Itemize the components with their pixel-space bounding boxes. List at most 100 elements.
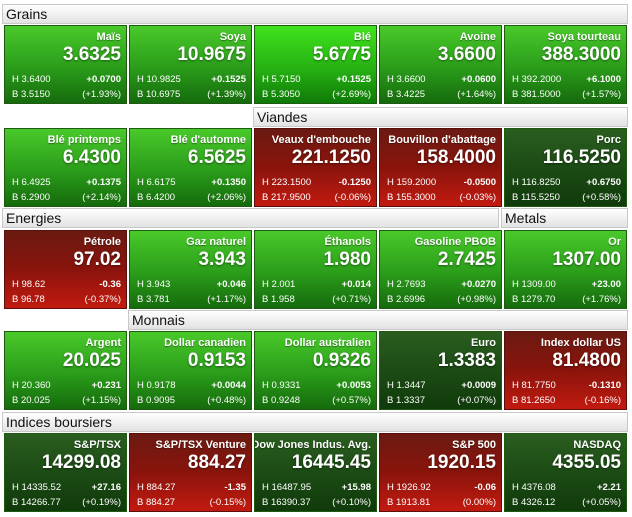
tile-bouvillon-abattage[interactable]: Bouvillon d'abattage 158.4000 H 159.2000… xyxy=(379,128,502,207)
tile-ble-automne[interactable]: Blé d'automne 6.5625 H 6.6175 B 6.4200 +… xyxy=(129,128,252,207)
tile-low: B 2.6996 xyxy=(387,294,426,305)
tile-index-dollar-us[interactable]: Index dollar US 81.4800 H 81.7750 B 81.2… xyxy=(504,331,627,410)
tile-or[interactable]: Or 1307.00 H 1309.00 B 1279.70 +23.00 (+… xyxy=(504,230,627,309)
tile-sp-tsx-venture[interactable]: S&P/TSX Venture 884.27 H 884.27 B 884.27… xyxy=(129,433,252,512)
tile-high: H 6.6175 xyxy=(137,177,176,188)
tile-price: 158.4000 xyxy=(416,147,496,168)
tile-price: 3.6600 xyxy=(437,44,496,65)
tile-petrole[interactable]: Pétrole 97.02 H 98.62 B 96.78 -0.36 (-0.… xyxy=(4,230,127,309)
tile-price: 1.3383 xyxy=(437,350,496,371)
tile-low: B 20.025 xyxy=(12,395,51,406)
tile-percent: (+0.19%) xyxy=(82,497,121,508)
tile-low: B 16390.37 xyxy=(262,497,311,508)
tile-high: H 20.360 xyxy=(12,380,51,391)
tile-percent: (+0.98%) xyxy=(457,294,496,305)
tile-name: S&P/TSX xyxy=(73,439,121,451)
tile-high: H 0.9178 xyxy=(137,380,176,391)
tile-sp-tsx[interactable]: S&P/TSX 14299.08 H 14335.52 B 14266.77 +… xyxy=(4,433,127,512)
tile-price: 6.5625 xyxy=(187,147,246,168)
tile-low: B 3.5150 xyxy=(12,89,51,100)
tile-percent: (-0.06%) xyxy=(334,192,371,203)
tile-price: 388.3000 xyxy=(541,44,621,65)
tile-change: +0.014 xyxy=(341,279,371,290)
tile-name: Index dollar US xyxy=(540,337,621,349)
tile-low: B 10.6975 xyxy=(137,89,181,100)
tile-high: H 10.9825 xyxy=(137,74,181,85)
tile-name: Blé xyxy=(353,31,371,43)
tile-percent: (+0.05%) xyxy=(582,497,621,508)
tile-price: 3.6325 xyxy=(62,44,121,65)
tile-soya-tourteau[interactable]: Soya tourteau 388.3000 H 392.2000 B 381.… xyxy=(504,25,627,104)
tile-low: B 1.3337 xyxy=(387,395,426,406)
tile-low: B 81.2650 xyxy=(512,395,556,406)
tile-price: 1920.15 xyxy=(427,452,496,473)
tile-porc[interactable]: Porc 116.5250 H 116.8250 B 115.5250 +0.6… xyxy=(504,128,627,207)
tile-high: H 0.9331 xyxy=(262,380,301,391)
tile-name: NASDAQ xyxy=(573,439,621,451)
tile-percent: (+0.48%) xyxy=(207,395,246,406)
tile-sp-500[interactable]: S&P 500 1920.15 H 1926.92 B 1913.81 -0.0… xyxy=(379,433,502,512)
tile-name: Dow Jones Indus. Avg. xyxy=(254,439,371,451)
tile-gaz-naturel[interactable]: Gaz naturel 3.943 H 3.943 B 3.781 +0.046… xyxy=(129,230,252,309)
tile-percent: (-0.03%) xyxy=(459,192,496,203)
tile-change: +0.1375 xyxy=(86,177,121,188)
tile-gasoline-pbob[interactable]: Gasoline PBOB 2.7425 H 2.7693 B 2.6996 +… xyxy=(379,230,502,309)
tile-veaux-embouche[interactable]: Veaux d'embouche 221.1250 H 223.1500 B 2… xyxy=(254,128,377,207)
tile-name: Blé printemps xyxy=(47,134,121,146)
tile-euro[interactable]: Euro 1.3383 H 1.3447 B 1.3337 +0.0009 (+… xyxy=(379,331,502,410)
tile-high: H 3.943 xyxy=(137,279,171,290)
tile-price: 6.4300 xyxy=(62,147,121,168)
tile-change: +0.0270 xyxy=(461,279,496,290)
tile-dollar-canadien[interactable]: Dollar canadien 0.9153 H 0.9178 B 0.9095… xyxy=(129,331,252,410)
section-header-metals: Metals xyxy=(501,208,628,228)
tile-low: B 3.4225 xyxy=(387,89,426,100)
tile-argent[interactable]: Argent 20.025 H 20.360 B 20.025 +0.231 (… xyxy=(4,331,127,410)
tile-soya[interactable]: Soya 10.9675 H 10.9825 B 10.6975 +0.1525… xyxy=(129,25,252,104)
tile-change: +0.231 xyxy=(91,380,121,391)
tile-change: +0.0044 xyxy=(211,380,246,391)
tile-high: H 392.2000 xyxy=(512,74,562,85)
tile-dow-jones[interactable]: Dow Jones Indus. Avg. 16445.45 H 16487.9… xyxy=(254,433,377,512)
tile-ethanols[interactable]: Éthanols 1.980 H 2.001 B 1.958 +0.014 (+… xyxy=(254,230,377,309)
tile-percent: (-0.16%) xyxy=(584,395,621,406)
tile-change: +27.16 xyxy=(91,482,121,493)
tile-price: 1307.00 xyxy=(552,249,621,270)
tile-price: 1.980 xyxy=(323,249,371,270)
tile-change: +0.1525 xyxy=(211,74,246,85)
tile-name: Éthanols xyxy=(324,236,371,248)
tile-mais[interactable]: Maïs 3.6325 H 3.6400 B 3.5150 +0.0700 (+… xyxy=(4,25,127,104)
tile-percent: (+0.58%) xyxy=(582,192,621,203)
tile-ble-printemps[interactable]: Blé printemps 6.4300 H 6.4925 B 6.2900 +… xyxy=(4,128,127,207)
tile-change: +0.0053 xyxy=(336,380,371,391)
tile-name: Gasoline PBOB xyxy=(414,236,496,248)
tile-low: B 1.958 xyxy=(262,294,295,305)
tile-high: H 4376.08 xyxy=(512,482,556,493)
tile-low: B 1279.70 xyxy=(512,294,556,305)
tile-avoine[interactable]: Avoine 3.6600 H 3.6600 B 3.4225 +0.0600 … xyxy=(379,25,502,104)
tile-name: Gaz naturel xyxy=(186,236,246,248)
tile-low: B 115.5250 xyxy=(512,192,560,203)
tile-low: B 884.27 xyxy=(137,497,176,508)
tile-high: H 1309.00 xyxy=(512,279,556,290)
tile-low: B 217.9500 xyxy=(262,192,311,203)
tile-name: Soya xyxy=(219,31,246,43)
section-header-indices: Indices boursiers xyxy=(2,412,628,432)
tile-low: B 5.3050 xyxy=(262,89,301,100)
tile-high: H 2.7693 xyxy=(387,279,426,290)
tile-change: -1.35 xyxy=(224,482,246,493)
tile-percent: (+1.39%) xyxy=(207,89,246,100)
tile-change: +15.98 xyxy=(341,482,371,493)
tile-name: Maïs xyxy=(96,31,121,43)
tile-change: -0.0500 xyxy=(463,177,496,188)
tile-price: 884.27 xyxy=(187,452,246,473)
tile-change: +0.1350 xyxy=(211,177,246,188)
tile-price: 81.4800 xyxy=(552,350,621,371)
tile-nasdaq[interactable]: NASDAQ 4355.05 H 4376.08 B 4326.12 +2.21… xyxy=(504,433,627,512)
tile-percent: (+1.57%) xyxy=(582,89,621,100)
tile-low: B 96.78 xyxy=(12,294,45,305)
tile-name: Porc xyxy=(596,134,621,146)
tile-change: +0.046 xyxy=(216,279,246,290)
tile-dollar-australien[interactable]: Dollar australien 0.9326 H 0.9331 B 0.92… xyxy=(254,331,377,410)
tile-high: H 884.27 xyxy=(137,482,176,493)
tile-ble[interactable]: Blé 5.6775 H 5.7150 B 5.3050 +0.1525 (+2… xyxy=(254,25,377,104)
